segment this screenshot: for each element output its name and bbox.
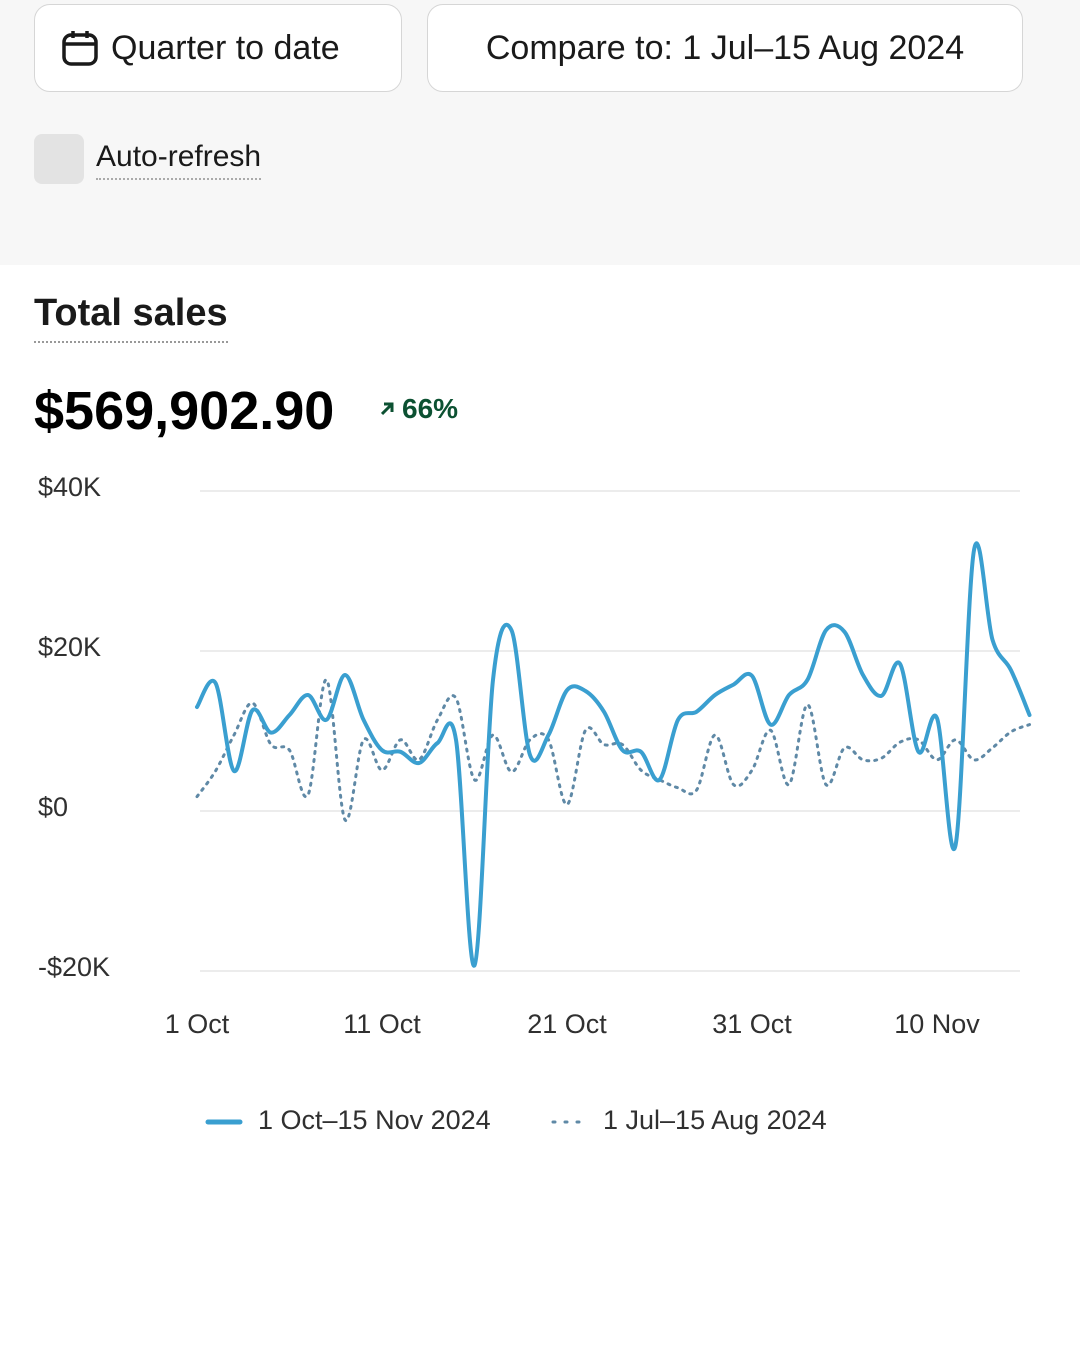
calendar-icon [62, 31, 98, 66]
up-arrow-icon [380, 402, 394, 416]
total-value: $569,902.90 [34, 381, 335, 441]
x-tick-label: 11 Oct [343, 1009, 421, 1039]
legend-label: 1 Jul–15 Aug 2024 [603, 1105, 827, 1135]
x-tick-label: 1 Oct [165, 1009, 230, 1039]
auto-refresh-checkbox[interactable] [34, 134, 84, 184]
y-tick-label: -$20K [38, 952, 110, 982]
x-tick-label: 31 Oct [712, 1009, 792, 1039]
compare-button[interactable]: Compare to: 1 Jul–15 Aug 2024 [427, 4, 1023, 92]
y-tick-label: $0 [38, 792, 68, 822]
date-range-label: Quarter to date [111, 28, 340, 67]
change-badge: 66% [378, 393, 458, 425]
x-tick-label: 10 Nov [894, 1009, 980, 1039]
legend-label: 1 Oct–15 Nov 2024 [258, 1105, 491, 1135]
card-title: Total sales [34, 292, 228, 343]
y-tick-label: $40K [38, 472, 101, 502]
series-line [195, 678, 1031, 822]
auto-refresh-label[interactable]: Auto-refresh [96, 140, 262, 180]
change-value: 66% [402, 393, 459, 424]
date-range-button[interactable]: Quarter to date [34, 4, 402, 92]
x-tick-label: 21 Oct [527, 1009, 607, 1039]
compare-label: Compare to: 1 Jul–15 Aug 2024 [485, 28, 965, 67]
toolbar: Quarter to date Compare to: 1 Jul–15 Aug… [0, 0, 1080, 265]
y-tick-label: $20K [38, 632, 101, 662]
series-line [195, 541, 1032, 968]
